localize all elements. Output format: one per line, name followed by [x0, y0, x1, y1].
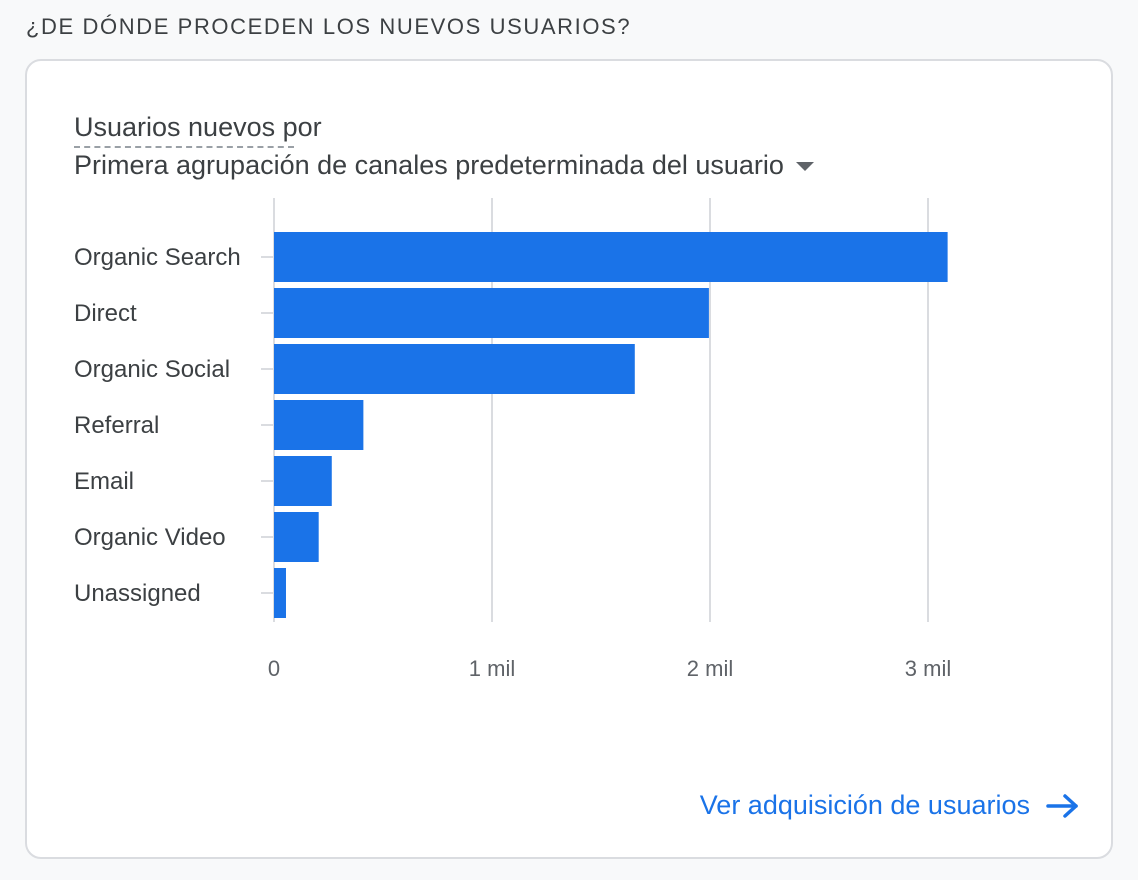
arrow-right-icon [1046, 793, 1078, 818]
x-tick-label: 0 [268, 656, 280, 681]
section-title: ¿DE DÓNDE PROCEDEN LOS NUEVOS USUARIOS? [26, 14, 632, 39]
metric-underline [74, 146, 294, 148]
metric-label[interactable]: Usuarios nuevos por [74, 112, 322, 142]
acquisition-card [25, 59, 1113, 859]
category-label: Referral [74, 412, 159, 439]
dimension-select[interactable]: Primera agrupación de canales predetermi… [74, 150, 814, 181]
category-label: Email [74, 468, 134, 495]
bar [274, 344, 635, 394]
category-label: Direct [74, 300, 137, 327]
view-user-acquisition-link[interactable]: Ver adquisición de usuarios [700, 790, 1080, 821]
bar [274, 512, 319, 562]
bar [274, 568, 286, 618]
x-tick-label: 2 mil [687, 656, 733, 681]
bar [274, 288, 709, 338]
bar [274, 232, 948, 282]
x-tick-label: 1 mil [469, 656, 515, 681]
category-label: Organic Search [74, 244, 241, 271]
category-label: Unassigned [74, 580, 201, 607]
caret-down-icon [795, 162, 814, 171]
x-tick-label: 3 mil [905, 656, 951, 681]
category-label: Organic Social [74, 356, 230, 383]
footer-link-label: Ver adquisición de usuarios [699, 790, 1030, 820]
bar [274, 400, 364, 450]
dimension-label: Primera agrupación de canales predetermi… [74, 150, 784, 180]
category-label: Organic Video [74, 524, 226, 551]
bar [274, 456, 332, 506]
